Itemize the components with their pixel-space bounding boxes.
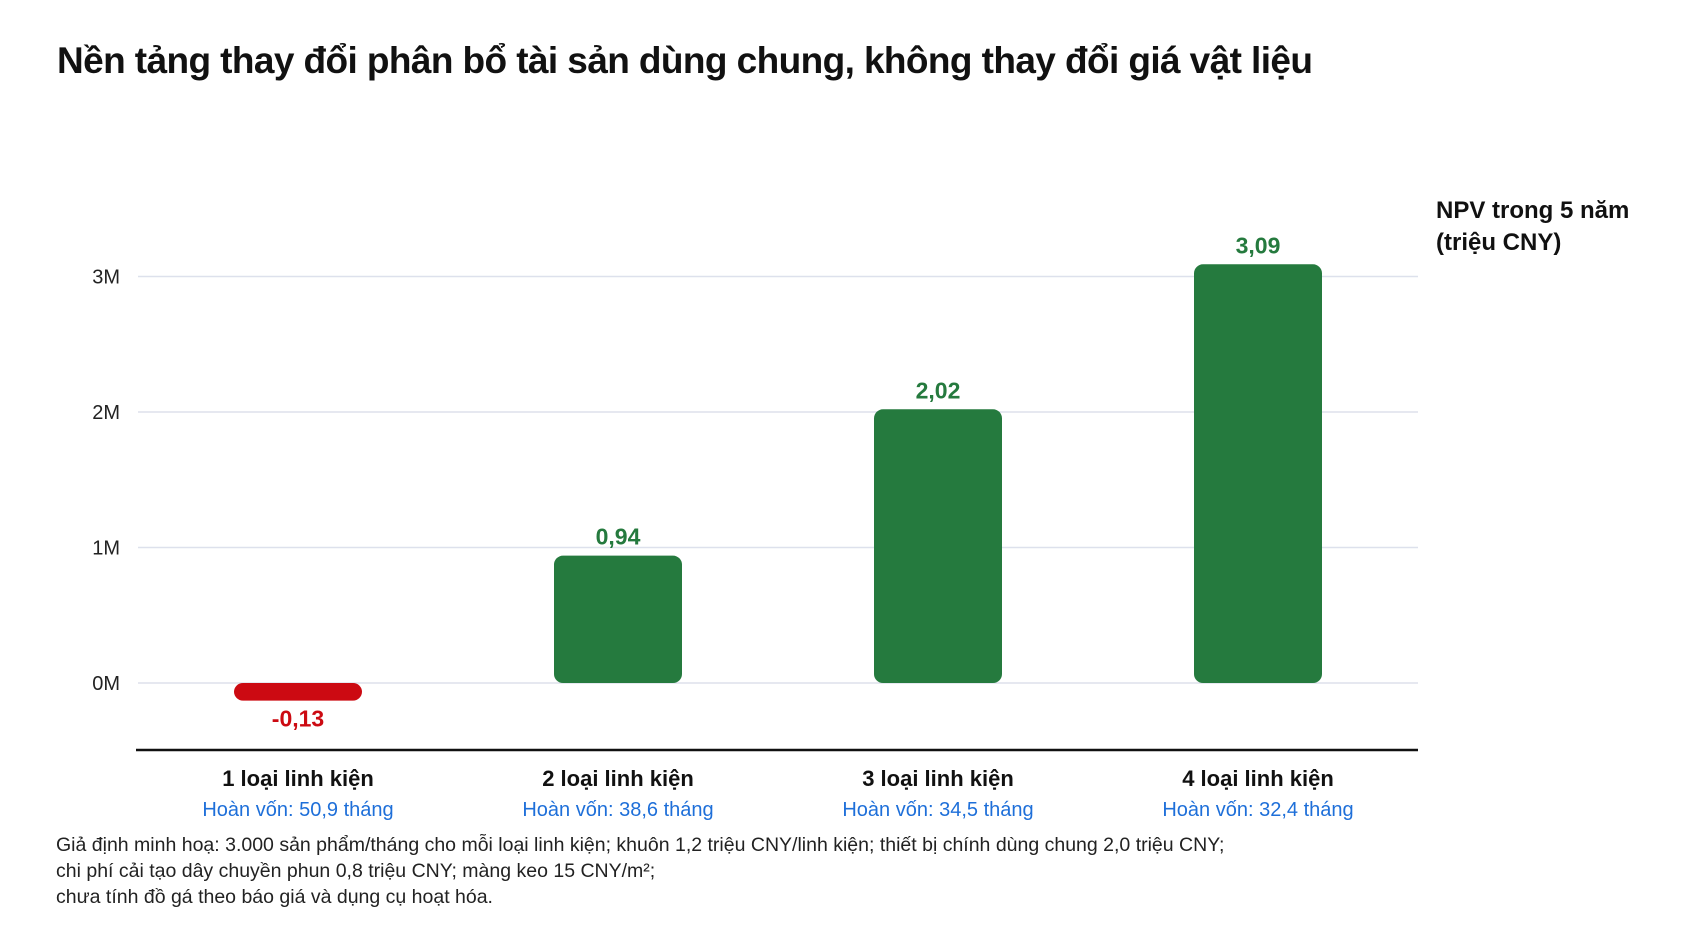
x-category-sublabel: Hoàn vốn: 32,4 tháng — [1162, 799, 1353, 821]
chart-title: Nền tảng thay đổi phân bổ tài sản dùng c… — [57, 40, 1313, 81]
assumptions-footnote: Giả định minh hoạ: 3.000 sản phẩm/tháng … — [56, 832, 1224, 910]
y-tick-label: 2M — [92, 402, 120, 424]
bar-4 — [1194, 264, 1322, 683]
bar-value-label: 3,09 — [1236, 232, 1281, 258]
x-category-label: 2 loại linh kiện — [542, 766, 694, 791]
y-tick-label: 1M — [92, 538, 120, 560]
y-axis-label-line: (triệu CNY) — [1436, 229, 1561, 256]
footnote-line-1: Giả định minh hoạ: 3.000 sản phẩm/tháng … — [56, 834, 1225, 856]
bar-value-label: 2,02 — [916, 377, 961, 403]
bar-1 — [234, 683, 362, 701]
bar-3 — [874, 409, 1002, 683]
y-axis-label-line: NPV trong 5 năm — [1436, 197, 1629, 224]
x-category-sublabel: Hoàn vốn: 50,9 tháng — [202, 799, 393, 821]
y-tick-label: 0M — [92, 673, 120, 695]
footnote-line-3: chưa tính đồ gá theo báo giá và dụng cụ … — [56, 886, 493, 908]
x-category-label: 4 loại linh kiện — [1182, 766, 1334, 791]
bar-2 — [554, 555, 682, 683]
y-tick-label: 3M — [92, 267, 120, 289]
footnote-line-2: chi phí cải tạo dây chuyền phun 0,8 triệ… — [56, 860, 656, 882]
x-category-label: 3 loại linh kiện — [862, 766, 1014, 791]
x-category-sublabel: Hoàn vốn: 34,5 tháng — [842, 799, 1033, 821]
bar-value-label: -0,13 — [272, 706, 324, 732]
x-category-label: 1 loại linh kiện — [222, 766, 374, 791]
bar-value-label: 0,94 — [596, 524, 641, 550]
x-category-sublabel: Hoàn vốn: 38,6 tháng — [522, 799, 713, 821]
